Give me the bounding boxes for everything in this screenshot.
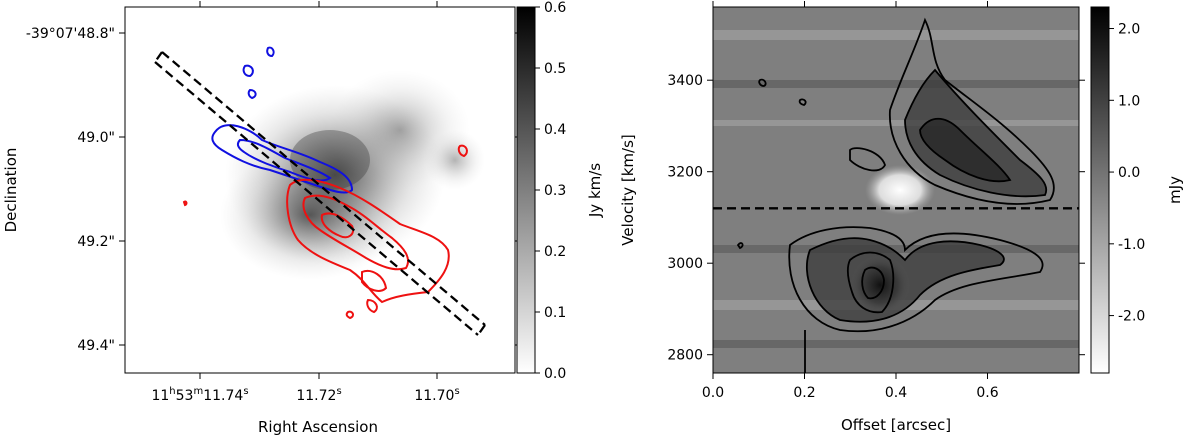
right-y-tick-label-3: 3400 bbox=[667, 73, 703, 89]
right-y-tick-label-0: 2800 bbox=[667, 348, 703, 364]
right-y-axis-label: Velocity [km/s] bbox=[619, 134, 637, 245]
left-x-ticks bbox=[199, 1, 438, 379]
left-x-tick-label-3: 11.70s bbox=[414, 386, 459, 404]
left-y-tick-label-2: 49.0" bbox=[77, 130, 115, 146]
right-y-tick-label-1: 3000 bbox=[667, 256, 703, 272]
right-colorbar-ticks: -2.0 -1.0 0.0 1.0 2.0 bbox=[1109, 22, 1145, 325]
left-colorbar-label: Jy km/s bbox=[586, 163, 604, 218]
colorbar1-tick-label-1: 0.1 bbox=[544, 305, 566, 321]
colorbar1-tick-label-6: 0.6 bbox=[544, 0, 566, 16]
right-panel: 0.0 0.2 0.4 0.6 2800 3000 3200 3400 Offset [arc… bbox=[619, 1, 1184, 434]
left-axes-frame bbox=[124, 6, 516, 374]
left-y-tick-label-4: 49.4" bbox=[77, 338, 115, 354]
colorbar2-tick-label-0: -2.0 bbox=[1118, 309, 1145, 325]
left-x-tick-label-2: 11.72s bbox=[296, 386, 341, 404]
left-colorbar bbox=[516, 6, 536, 374]
right-colorbar bbox=[1090, 6, 1110, 374]
left-y-axis-label: Declination bbox=[2, 148, 20, 233]
right-x-axis-label: Offset [arcsec] bbox=[841, 416, 951, 434]
colorbar1-tick-label-2: 0.2 bbox=[544, 244, 566, 260]
colorbar2-tick-label-3: 1.0 bbox=[1118, 93, 1140, 109]
left-colorbar-ticks: 0.0 0.1 0.2 0.3 0.4 0.5 0.6 bbox=[535, 0, 566, 382]
right-x-tick-label-3: 0.6 bbox=[976, 385, 998, 401]
moment-map-image bbox=[154, 46, 486, 336]
colorbar1-tick-label-0: 0.0 bbox=[544, 366, 566, 382]
left-panel: 11h53m11.74s 11.72s 11.70s -39°07'48.8" … bbox=[2, 0, 604, 436]
right-x-tick-label-0: 0.0 bbox=[702, 385, 724, 401]
left-y-tick-label-1: -39°07'48.8" bbox=[26, 26, 115, 42]
colorbar1-tick-label-4: 0.4 bbox=[544, 122, 566, 138]
left-x-tick-label-1: 11h53m11.74s bbox=[151, 386, 248, 404]
colorbar1-tick-label-3: 0.3 bbox=[544, 183, 566, 199]
right-colorbar-label: mJy bbox=[1166, 176, 1184, 204]
colorbar2-tick-label-2: 0.0 bbox=[1118, 165, 1140, 181]
right-x-tick-label-1: 0.2 bbox=[793, 385, 815, 401]
left-x-axis-label: Right Ascension bbox=[258, 418, 378, 436]
right-x-tick-label-2: 0.4 bbox=[885, 385, 907, 401]
colorbar2-tick-label-4: 2.0 bbox=[1118, 22, 1140, 38]
left-y-tick-label-3: 49.2" bbox=[77, 234, 115, 250]
pv-diagram-image bbox=[713, 17, 1079, 373]
colorbar2-tick-label-1: -1.0 bbox=[1118, 237, 1145, 253]
pv-contours bbox=[736, 17, 1055, 373]
colorbar1-tick-label-5: 0.5 bbox=[544, 61, 566, 77]
right-axis-ticks: 0.0 0.2 0.4 0.6 2800 3000 3200 3400 bbox=[667, 1, 1085, 401]
slit-outline bbox=[154, 51, 486, 336]
right-y-tick-label-2: 3200 bbox=[667, 165, 703, 181]
